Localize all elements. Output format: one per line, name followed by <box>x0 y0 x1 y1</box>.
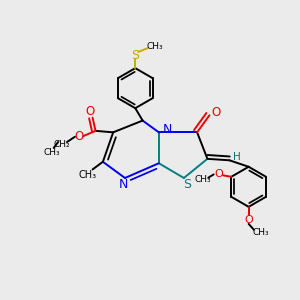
Text: CH₃: CH₃ <box>147 42 164 51</box>
Text: S: S <box>131 49 139 62</box>
Text: O: O <box>74 130 84 143</box>
Text: H: H <box>233 152 241 162</box>
Text: O: O <box>244 215 253 225</box>
Text: O: O <box>211 106 220 119</box>
Text: CH₃: CH₃ <box>78 170 96 180</box>
Text: CH₂: CH₂ <box>54 140 70 149</box>
Text: O: O <box>85 105 95 118</box>
Text: S: S <box>183 178 191 191</box>
Text: CH₃: CH₃ <box>43 148 60 157</box>
Text: N: N <box>162 124 172 136</box>
Text: CH₃: CH₃ <box>252 228 269 237</box>
Text: O: O <box>214 169 223 179</box>
Text: N: N <box>119 178 128 191</box>
Text: CH₃: CH₃ <box>195 175 211 184</box>
